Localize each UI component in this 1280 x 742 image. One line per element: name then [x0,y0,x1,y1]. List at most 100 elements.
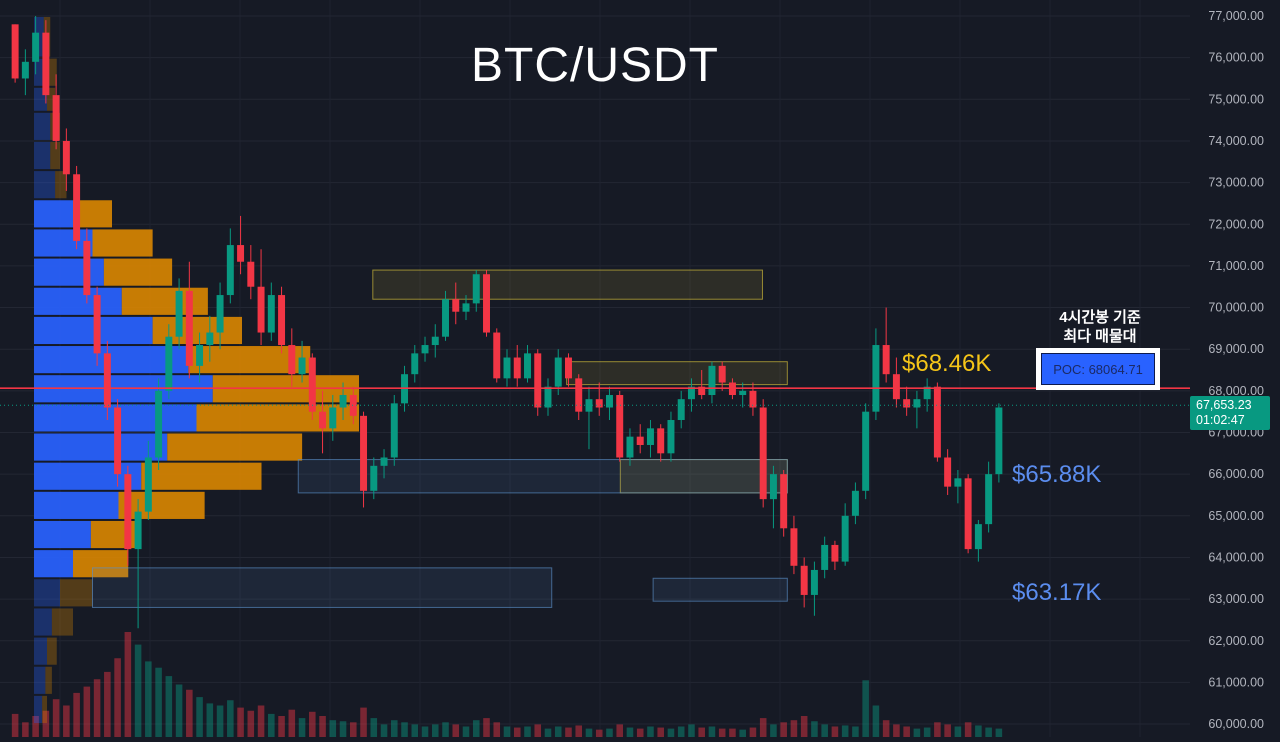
volume-bar [923,727,931,737]
volume-bar [534,724,542,737]
volume-bar [554,726,562,737]
y-tick-label: 75,000.00 [1208,92,1264,106]
candle-body [892,374,900,400]
candle-body [257,286,265,333]
volume-bar [903,726,910,737]
candle-body [810,569,818,595]
volume-bar [954,726,962,737]
volume-profile-down [167,433,303,461]
volume-profile-down [103,258,173,286]
y-tick-label: 69,000.00 [1208,342,1264,356]
candle-body [73,174,81,241]
volume-bar [852,726,859,737]
volume-profile-down [141,462,262,490]
candle-body [134,511,142,550]
candle-body [862,411,870,491]
volume-bar [360,707,367,737]
volume-profile-down [50,141,60,170]
volume-profile-up [34,171,56,199]
candle-body [155,390,163,458]
candle-body [964,478,972,550]
volume-bar [483,718,490,737]
volume-profile-up [34,637,47,665]
volume-bar [22,722,29,737]
supply-level-label: $68.46K [902,350,992,377]
volume-profile-up [34,258,104,286]
candle-body [226,245,234,296]
volume-profile [34,17,359,724]
volume-bar [431,724,439,737]
volume-bar [390,720,398,737]
volume-profile-up [34,608,52,636]
candle-body [687,386,695,400]
volume-bar [616,724,624,737]
volume-bar [63,705,70,737]
volume-bar [370,718,378,737]
volume-bar [206,703,214,737]
volume-profile-up [34,491,119,519]
volume-bar [329,720,337,737]
candle-body [247,261,255,287]
chart-title: BTC/USDT [471,39,719,92]
volume-bar [73,692,80,737]
candle-body [288,345,296,375]
volume-bar [667,728,675,737]
candle-body [831,544,839,562]
candle-body [851,490,859,516]
candle-body [185,290,193,366]
volume-profile-up [34,520,91,549]
volume-profile-down [47,87,56,111]
volume-bar [472,720,480,737]
volume-bar [83,686,91,737]
volume-profile-up [34,112,51,140]
candle-body [42,32,50,96]
volume-bar [739,729,746,737]
volume-bar [380,724,388,737]
volume-bar [227,700,234,737]
volume-bar [319,716,326,737]
volume-profile-down [47,58,57,86]
volume-profile-down [45,666,52,694]
candle-body [790,528,798,566]
supply-zone [372,269,763,300]
volume-profile-up [34,579,60,607]
volume-bar [298,718,306,737]
candle-body [657,428,665,454]
volume-bar [32,716,39,737]
y-tick-label: 60,000.00 [1208,717,1264,731]
volume-bar [565,727,572,737]
candle-body [974,524,982,550]
volume-bar [985,727,992,737]
volume-bar [544,728,552,737]
volume-profile-down [90,520,140,549]
volume-bar [421,726,429,737]
current-price-tag: 67,653.23 01:02:47 [1190,396,1270,430]
candle-body [462,303,470,312]
volume-bar [257,705,265,737]
volume-profile-up [34,316,153,345]
candle-body [708,365,716,396]
volume-bar [882,720,890,737]
candle-body [595,399,603,408]
volume-profile-up [34,433,168,461]
volume-bar [216,705,224,737]
candle-body [93,295,101,354]
y-tick-label: 63,000.00 [1208,592,1264,606]
candle-body [882,345,890,375]
volume-bar [677,726,685,737]
candle-body [114,407,122,475]
candle-body [421,345,429,354]
volume-bar [647,726,654,737]
volume-bar [411,724,419,737]
candle-body [319,411,327,429]
candle-body [913,399,921,408]
volume-bar [175,684,183,737]
candle-countdown: 01:02:47 [1196,413,1245,427]
volume-bar [462,726,470,737]
y-tick-label: 74,000.00 [1208,134,1264,148]
candle-body [821,544,829,570]
volume-bar [503,726,511,737]
candle-body [21,61,29,79]
volume-profile-up [34,666,46,694]
